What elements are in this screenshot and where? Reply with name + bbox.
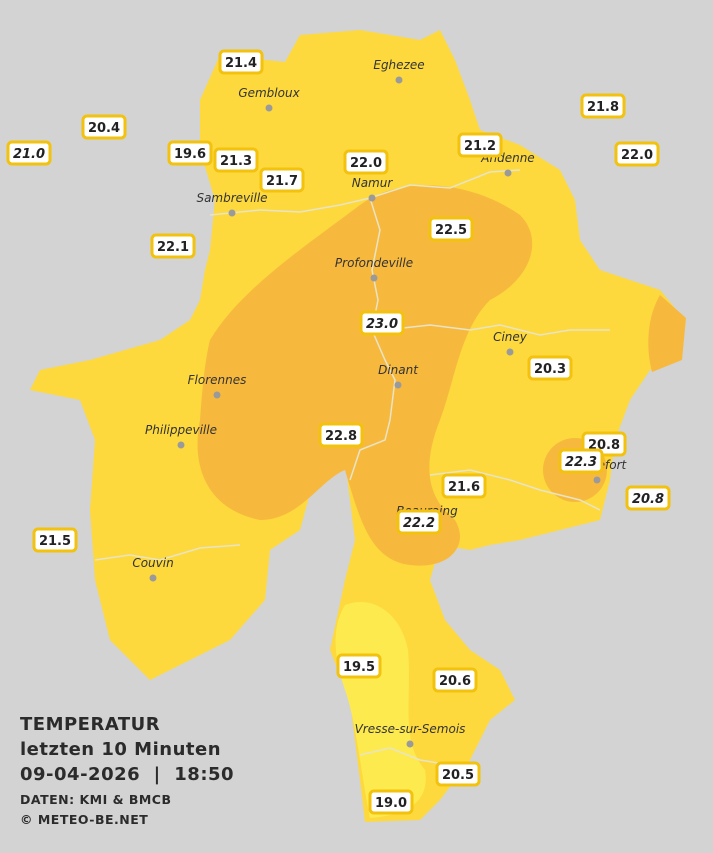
station-box bbox=[359, 310, 405, 336]
station-value: 22.5 bbox=[435, 223, 467, 238]
station-box bbox=[259, 167, 305, 193]
station-value: 22.1 bbox=[157, 240, 189, 255]
station-value: 20.4 bbox=[88, 121, 120, 136]
station-value: 22.3 bbox=[565, 455, 597, 470]
city-dot bbox=[149, 574, 157, 582]
city-dot bbox=[265, 104, 273, 112]
station-box bbox=[527, 355, 573, 381]
city-label: Gembloux bbox=[238, 86, 300, 100]
subtitle: letzten 10 Minuten bbox=[20, 739, 221, 760]
river bbox=[94, 544, 241, 561]
city-label: Eghezee bbox=[373, 58, 424, 72]
station-box bbox=[625, 485, 671, 511]
city-label: Profondeville bbox=[335, 256, 413, 270]
station-value: 22.0 bbox=[350, 156, 382, 171]
station-value: 20.5 bbox=[442, 768, 474, 783]
city-label: Vresse-sur-Semois bbox=[355, 722, 466, 736]
station-box bbox=[441, 473, 487, 499]
city-dot bbox=[228, 209, 236, 217]
city-dot bbox=[394, 381, 402, 389]
station-box bbox=[580, 93, 626, 119]
station-box bbox=[32, 527, 78, 553]
river bbox=[429, 469, 601, 511]
station-value: 20.3 bbox=[534, 362, 566, 377]
station-box bbox=[558, 448, 604, 474]
station-box bbox=[428, 216, 474, 242]
city-dot bbox=[506, 348, 514, 356]
station-value: 22.0 bbox=[621, 148, 653, 163]
city-label: Philippeville bbox=[145, 423, 217, 437]
station-value: 21.7 bbox=[266, 174, 298, 189]
station-value: 19.5 bbox=[343, 660, 375, 675]
station-value: 21.2 bbox=[464, 139, 496, 154]
stations: 21.4 20.4 21.0 19.6 21.3 21.7 22.0 21.2 21.8 22.0… bbox=[6, 49, 671, 815]
station-value: 20.8 bbox=[632, 492, 664, 507]
station-box bbox=[368, 789, 414, 815]
city-dot bbox=[395, 76, 403, 84]
station-box bbox=[336, 653, 382, 679]
station-value: 21.0 bbox=[13, 147, 45, 162]
timestamp: 09-04-2026 | 18:50 bbox=[20, 764, 234, 785]
station-value: 20.6 bbox=[439, 674, 471, 689]
station-value: 21.5 bbox=[39, 534, 71, 549]
station-box bbox=[343, 149, 389, 175]
river bbox=[349, 197, 396, 481]
city-dot bbox=[177, 441, 185, 449]
station-value: 19.6 bbox=[174, 147, 206, 162]
city-dot bbox=[213, 391, 221, 399]
station-box bbox=[435, 761, 481, 787]
station-value: 23.0 bbox=[366, 317, 398, 332]
city-dot bbox=[504, 169, 512, 177]
title: TEMPERATUR bbox=[20, 714, 160, 735]
city-label: Sambreville bbox=[196, 191, 267, 205]
station-value: 21.3 bbox=[220, 154, 252, 169]
station-box bbox=[213, 147, 259, 173]
river bbox=[384, 324, 610, 336]
station-value: 21.4 bbox=[225, 56, 257, 71]
station-value: 21.6 bbox=[448, 480, 480, 495]
station-box bbox=[318, 422, 364, 448]
station-box bbox=[432, 667, 478, 693]
city-dot bbox=[593, 476, 601, 484]
station-box bbox=[614, 141, 660, 167]
city-label: Florennes bbox=[188, 373, 247, 387]
city-label: Namur bbox=[352, 176, 394, 190]
station-value: 22.2 bbox=[403, 516, 435, 531]
credit: DATEN: KMI & BMCB bbox=[20, 792, 172, 807]
station-box bbox=[218, 49, 264, 75]
station-box bbox=[396, 509, 442, 535]
station-box bbox=[457, 132, 503, 158]
station-value: 21.8 bbox=[587, 100, 619, 115]
warm-zone bbox=[197, 185, 533, 566]
city-label: Couvin bbox=[132, 556, 173, 570]
credit: © METEO-BE.NET bbox=[20, 812, 148, 827]
city-label: Dinant bbox=[378, 363, 419, 377]
city-dot bbox=[406, 740, 414, 748]
warm-zone bbox=[648, 295, 686, 372]
station-box bbox=[150, 233, 196, 259]
city-label: Ciney bbox=[493, 330, 528, 344]
river bbox=[359, 747, 451, 766]
station-box bbox=[81, 114, 127, 140]
city-dot bbox=[370, 274, 378, 282]
station-box bbox=[6, 140, 52, 166]
station-box bbox=[167, 140, 213, 166]
city-dot bbox=[368, 194, 376, 202]
station-value: 19.0 bbox=[375, 796, 407, 811]
station-value: 22.8 bbox=[325, 429, 357, 444]
